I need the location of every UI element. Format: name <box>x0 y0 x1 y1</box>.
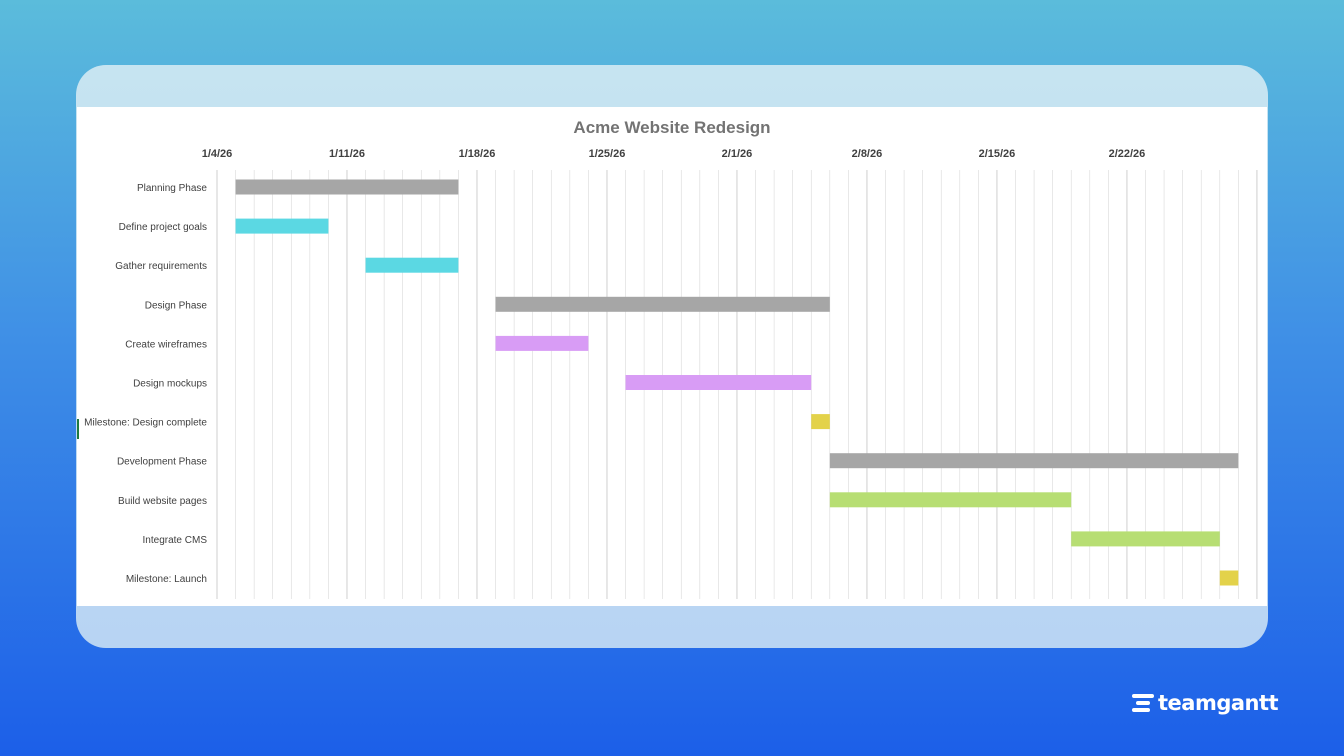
task-label: Milestone: Design complete <box>84 418 207 429</box>
selection-edge-marker <box>77 419 79 439</box>
task-bar <box>495 335 589 351</box>
task-label: Build website pages <box>118 496 207 507</box>
task-label: Planning Phase <box>137 183 207 194</box>
task-label: Milestone: Launch <box>126 574 207 585</box>
task-bar <box>365 257 459 273</box>
task-bar <box>829 453 1239 469</box>
x-tick-label: 1/25/26 <box>589 148 626 160</box>
x-tick-label: 1/11/26 <box>329 148 365 160</box>
task-bar <box>811 414 830 430</box>
gantt-chart: Acme Website Redesign 1/4/26 1/11/26 1/18/… <box>84 118 1258 599</box>
task-bar <box>235 218 329 234</box>
x-tick-label: 1/18/26 <box>459 148 496 160</box>
teamgantt-logo-icon <box>1132 693 1154 713</box>
task-bars <box>235 179 1239 586</box>
task-label: Development Phase <box>117 457 207 468</box>
chart-sheet: Acme Website Redesign 1/4/26 1/11/26 1/18/… <box>77 107 1267 606</box>
x-tick-label: 2/22/26 <box>1109 148 1146 160</box>
task-bar <box>1219 570 1239 586</box>
task-bar <box>625 375 812 390</box>
task-labels: Planning Phase Define project goals Gather… <box>84 183 207 585</box>
task-label: Integrate CMS <box>143 535 208 546</box>
x-tick-label: 2/15/26 <box>979 148 1016 160</box>
brand-name: teamgantt <box>1158 691 1279 715</box>
task-bar <box>1071 531 1220 547</box>
task-label: Define project goals <box>119 222 207 233</box>
task-bar <box>495 296 830 312</box>
task-bar <box>235 179 459 195</box>
x-tick-label: 2/8/26 <box>852 148 883 160</box>
chart-card: Acme Website Redesign 1/4/26 1/11/26 1/18/… <box>76 65 1268 648</box>
teamgantt-logo: teamgantt <box>1132 690 1279 716</box>
task-label: Design mockups <box>133 379 207 390</box>
chart-title: Acme Website Redesign <box>573 118 770 137</box>
x-tick-label: 2/1/26 <box>722 148 753 160</box>
x-tick-label: 1/4/26 <box>202 148 233 160</box>
task-bar <box>829 492 1072 508</box>
x-axis-ticks: 1/4/26 1/11/26 1/18/26 1/25/26 2/1/26 2/8/26 2… <box>202 148 1146 160</box>
task-label: Gather requirements <box>115 261 207 272</box>
task-label: Create wireframes <box>125 339 207 350</box>
task-label: Design Phase <box>145 300 208 311</box>
